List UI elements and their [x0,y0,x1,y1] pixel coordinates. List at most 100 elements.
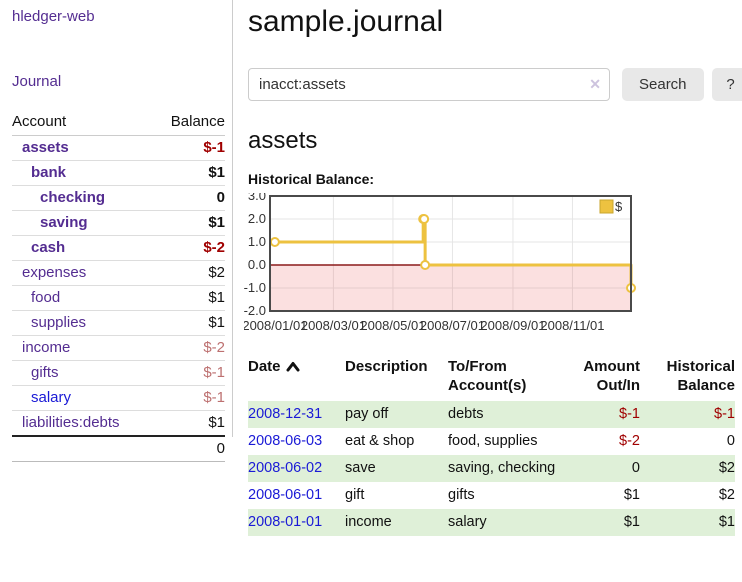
data-point-marker [269,237,280,247]
sidebar-account-link[interactable]: assets [22,139,69,156]
sidebar-account-link[interactable]: food [31,289,61,306]
x-axis-tick-label: 2008/05/01 [360,318,425,333]
register-header-description: Description [345,358,428,375]
sidebar-account-balance: $-1 [153,385,225,411]
register-header-date[interactable]: Date [248,355,345,401]
sidebar-account-balance: $-1 [153,360,225,386]
register-header-amount: Amount Out/In [583,358,640,394]
app-title-link[interactable]: hledger-web [12,8,95,25]
transaction-balance: $1 [640,509,735,536]
transaction-accounts: salary [448,509,560,536]
y-axis-tick-label: 2.0 [248,211,266,226]
sidebar-account-row: expenses $2 [12,260,225,286]
register-header-accounts: To/From Account(s) [448,358,527,394]
accounts-total-row: 0 [12,435,225,462]
sidebar-account-rows: assets $-1 bank $1 checking 0 saving $1 cash $-2 e… [12,135,225,436]
legend-label: $ [615,199,623,214]
sidebar-account-row: food $1 [12,285,225,311]
sidebar-account-balance: $1 [153,310,225,336]
search-box: ✕ [248,68,610,101]
sidebar-accounts-table: Account Balance assets $-1 bank $1 checking 0… [12,110,225,462]
main-content: sample.journal ✕ Search ? assets Histori… [233,0,742,582]
accounts-header-balance: Balance [153,110,225,136]
sidebar-account-row: checking 0 [12,185,225,211]
transaction-accounts: gifts [448,487,475,503]
y-axis-tick-label: 1.0 [248,234,266,249]
legend-swatch [599,199,614,214]
data-point-marker [420,260,431,270]
x-axis-tick-label: 2008/01/01 [244,318,307,333]
sidebar-account-balance: $1 [153,410,225,436]
sidebar-account-row: cash $-2 [12,235,225,261]
sidebar-account-link[interactable]: bank [31,164,67,181]
register-row: 2008-06-01 gift gifts $1 $2 [248,482,735,509]
y-axis-tick-label: 0.0 [248,257,266,272]
transaction-description: eat & shop [345,433,415,449]
sidebar-account-link[interactable]: saving [40,214,88,231]
register-row: 2008-06-03 eat & shop food, supplies $-2 0 [248,428,735,455]
sidebar-account-row: gifts $-1 [12,360,225,386]
sidebar-account-link[interactable]: liabilities:debts [22,414,120,431]
search-button[interactable]: Search [622,68,704,101]
sidebar-account-link[interactable]: income [22,339,71,356]
sidebar-account-link[interactable]: gifts [31,364,59,381]
account-heading: assets [248,127,318,154]
sidebar-account-link[interactable]: cash [31,239,66,256]
x-axis-tick-label: 2008/03/01 [301,318,366,333]
transaction-amount: $-2 [619,433,640,449]
transaction-date-link[interactable]: 2008-06-02 [248,460,323,476]
y-axis-tick-label: -2.0 [244,303,266,318]
sidebar: hledger-web Journal Account Balance asse… [0,0,233,582]
transaction-balance: $2 [640,455,735,482]
sidebar-account-link[interactable]: expenses [22,264,87,281]
transaction-balance: $-1 [640,401,735,428]
x-axis-tick-label: 2008/07/01 [420,318,485,333]
sidebar-account-link[interactable]: checking [40,189,106,206]
transaction-amount: 0 [560,455,640,482]
register-table: Date Description To/From Account(s) Amou… [248,355,735,536]
transaction-description: income [345,509,448,536]
chart-title: Historical Balance: [248,171,375,187]
historical-balance-chart: $3.0 2.0 1.0 0.0 -1.0 -2.0 2008/01/01 2008/03/0… [242,188,742,346]
accounts-total-value: 0 [12,435,225,462]
sidebar-account-row: assets $-1 [12,135,225,161]
accounts-header-account: Account [12,110,154,136]
sidebar-account-balance: $1 [153,285,225,311]
transaction-date-link[interactable]: 2008-01-01 [248,514,323,530]
register-header-balance: Historical Balance [666,358,735,394]
transaction-balance: $2 [718,487,735,503]
transaction-date-link[interactable]: 2008-12-31 [248,406,323,422]
transaction-amount: $1 [560,509,640,536]
sidebar-account-balance: 0 [153,185,225,211]
data-point-marker [419,214,430,224]
sidebar-divider [232,0,233,437]
transaction-description: save [345,455,448,482]
clear-search-icon[interactable]: ✕ [589,76,601,92]
sidebar-account-link[interactable]: supplies [31,314,87,331]
sidebar-item-journal[interactable]: Journal [12,73,62,90]
transaction-date-link[interactable]: 2008-06-01 [248,487,323,503]
transaction-date-link[interactable]: 2008-06-03 [248,433,323,449]
sidebar-account-link[interactable]: salary [31,389,72,406]
transaction-amount: $-1 [560,401,640,428]
page-title: sample.journal [248,5,444,38]
sidebar-account-row: liabilities:debts $1 [12,410,225,436]
sidebar-account-balance: $-2 [153,235,225,261]
sidebar-account-balance: $1 [153,160,225,186]
sidebar-account-row: supplies $1 [12,310,225,336]
sidebar-account-balance: $-2 [153,335,225,361]
sidebar-account-balance: $2 [153,260,225,286]
search-input[interactable] [248,68,610,101]
register-row: 2008-06-02 save saving, checking 0 $2 [248,455,735,482]
transaction-description: gift [345,487,365,503]
x-axis-tick-label: 2008/09/01 [480,318,545,333]
transaction-balance: 0 [726,433,735,449]
x-axis-tick-label: 2008/11/01 [540,318,604,333]
transaction-accounts: debts [448,401,560,428]
y-axis-tick-label: 3.0 [248,193,266,203]
sidebar-account-row: bank $1 [12,160,225,186]
register-rows: 2008-12-31 pay off debts $-1 $-1 2008-06-03 ea… [248,401,735,536]
sidebar-account-row: saving $1 [12,210,225,236]
help-button[interactable]: ? [711,68,742,101]
